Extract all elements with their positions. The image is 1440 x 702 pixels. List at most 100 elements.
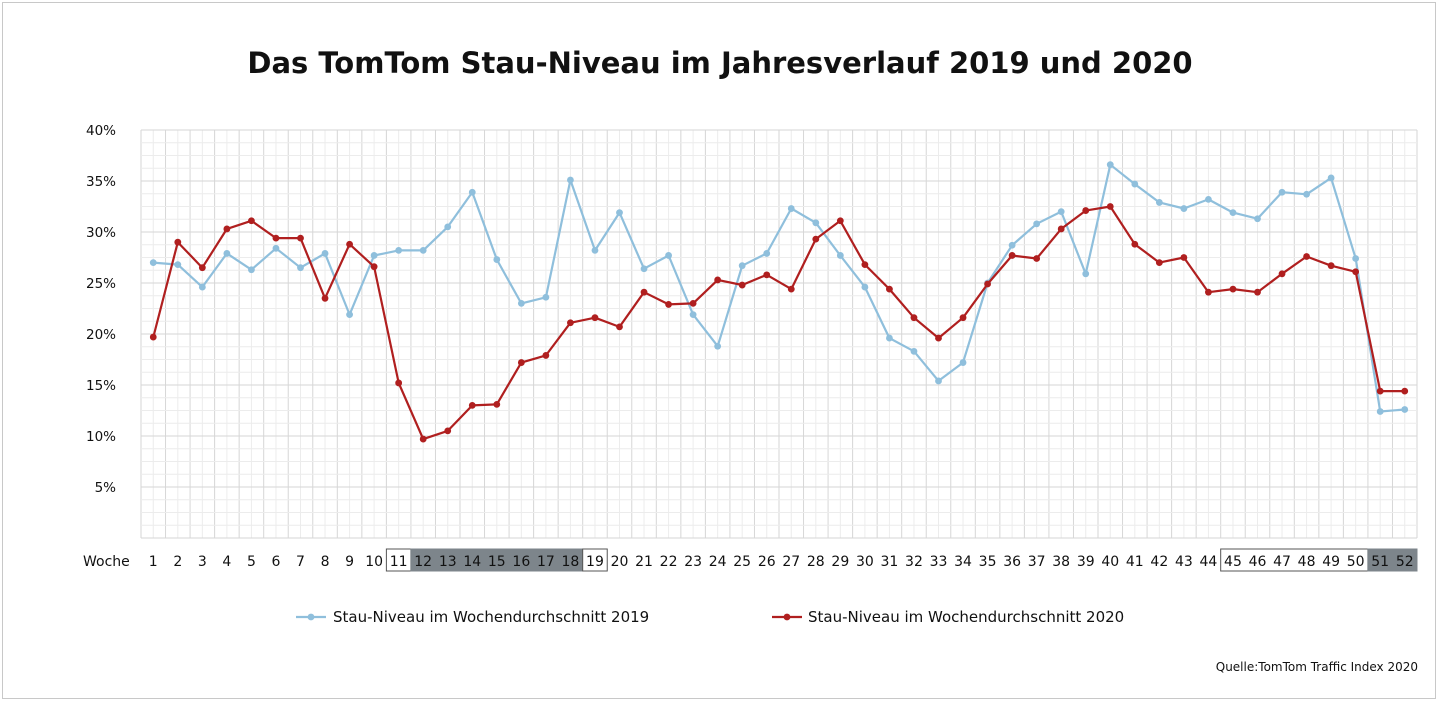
data-point — [812, 235, 820, 243]
data-point — [689, 300, 697, 307]
data-point — [836, 252, 844, 259]
x-tick-label: 33 — [930, 554, 948, 570]
data-point — [886, 334, 893, 342]
data-point — [149, 333, 157, 341]
data-point — [1131, 180, 1139, 188]
data-point — [665, 252, 672, 259]
legend-label: Stau-Niveau im Wochendurchschnitt 2019 — [333, 608, 649, 626]
data-point — [1131, 240, 1139, 248]
x-tick-label: 29 — [831, 554, 849, 570]
x-tick-label: 35 — [979, 554, 997, 570]
x-tick-label: 3 — [198, 554, 207, 570]
data-point — [468, 188, 476, 196]
data-point — [1008, 252, 1016, 259]
data-point — [1033, 220, 1041, 228]
data-point — [1205, 288, 1212, 296]
x-tick-label: 16 — [512, 554, 530, 570]
x-tick-label: 42 — [1150, 554, 1168, 570]
series-lines — [149, 161, 1409, 443]
x-tick-label: 5 — [247, 554, 256, 570]
data-point — [1254, 288, 1261, 296]
x-tick-label: 25 — [733, 554, 751, 570]
data-point — [836, 217, 844, 225]
y-tick-label: 35% — [86, 174, 116, 190]
data-point — [1303, 190, 1310, 198]
data-point — [419, 246, 427, 254]
legend: Stau-Niveau im Wochendurchschnitt 2019 St… — [296, 608, 1124, 626]
x-tick-label: 39 — [1077, 554, 1095, 570]
y-tick-label: 20% — [86, 327, 116, 343]
data-point — [591, 246, 599, 254]
week-highlight-box — [582, 548, 608, 572]
data-point — [714, 342, 722, 350]
x-tick-label: 45 — [1224, 554, 1242, 570]
data-point — [468, 402, 476, 409]
data-point — [1327, 262, 1335, 270]
data-point — [1106, 203, 1114, 210]
data-point — [346, 240, 353, 248]
data-point — [395, 246, 403, 254]
legend-swatch-marker — [307, 613, 315, 621]
data-point — [272, 234, 280, 242]
series-line — [153, 163, 1405, 413]
y-tick-label: 5% — [95, 480, 117, 496]
data-point — [174, 261, 182, 269]
x-tick-label: 17 — [537, 554, 555, 570]
y-tick-label: 40% — [86, 123, 116, 139]
x-tick-label: 2 — [173, 554, 182, 570]
data-point — [297, 234, 304, 242]
data-point — [1401, 387, 1409, 395]
data-point — [1352, 268, 1360, 276]
data-point — [1376, 387, 1384, 395]
data-point — [567, 319, 574, 327]
x-tick-label: 7 — [296, 554, 305, 570]
data-point — [665, 301, 672, 308]
x-tick-label: 6 — [272, 554, 281, 570]
x-tick-label: 46 — [1249, 554, 1267, 570]
data-point — [763, 250, 771, 257]
data-point — [1180, 254, 1188, 261]
data-point — [1352, 255, 1360, 262]
data-point — [591, 314, 599, 322]
y-tick-label: 30% — [86, 225, 116, 241]
x-tick-label: 43 — [1175, 554, 1193, 570]
x-tick-label: 26 — [758, 554, 776, 570]
legend-label: Stau-Niveau im Wochendurchschnitt 2020 — [808, 608, 1124, 626]
x-tick-label: 32 — [905, 554, 923, 570]
data-point — [1008, 241, 1016, 249]
data-point — [174, 238, 182, 246]
data-point — [1180, 205, 1188, 212]
x-tick-label: 20 — [611, 554, 629, 570]
x-tick-label: 41 — [1126, 554, 1144, 570]
x-tick-label: 37 — [1028, 554, 1046, 570]
data-point — [493, 400, 501, 408]
data-point — [149, 259, 157, 266]
x-tick-label: 13 — [439, 554, 457, 570]
x-tick-label: 49 — [1322, 554, 1340, 570]
data-point — [444, 427, 452, 435]
data-point — [1278, 188, 1286, 196]
data-point — [738, 281, 746, 289]
data-point — [714, 276, 722, 284]
data-point — [1082, 270, 1090, 278]
data-point — [542, 293, 550, 301]
data-point — [1303, 253, 1310, 260]
x-tick-label: 9 — [345, 554, 354, 570]
data-point — [419, 435, 427, 443]
x-axis-label: Woche — [83, 554, 130, 570]
x-tick-label: 36 — [1003, 554, 1021, 570]
data-point — [689, 311, 697, 319]
x-tick-label: 22 — [660, 554, 678, 570]
series-2020 — [149, 203, 1409, 443]
x-tick-label: 52 — [1396, 554, 1414, 570]
data-point — [223, 250, 231, 257]
week-highlight-box — [1367, 548, 1418, 572]
x-tick-label: 11 — [390, 554, 408, 570]
x-tick-label: 31 — [881, 554, 899, 570]
data-point — [787, 205, 795, 212]
data-point — [1155, 259, 1163, 266]
data-point — [959, 314, 967, 322]
x-tick-label: 10 — [365, 554, 383, 570]
x-tick-label: 47 — [1273, 554, 1291, 570]
